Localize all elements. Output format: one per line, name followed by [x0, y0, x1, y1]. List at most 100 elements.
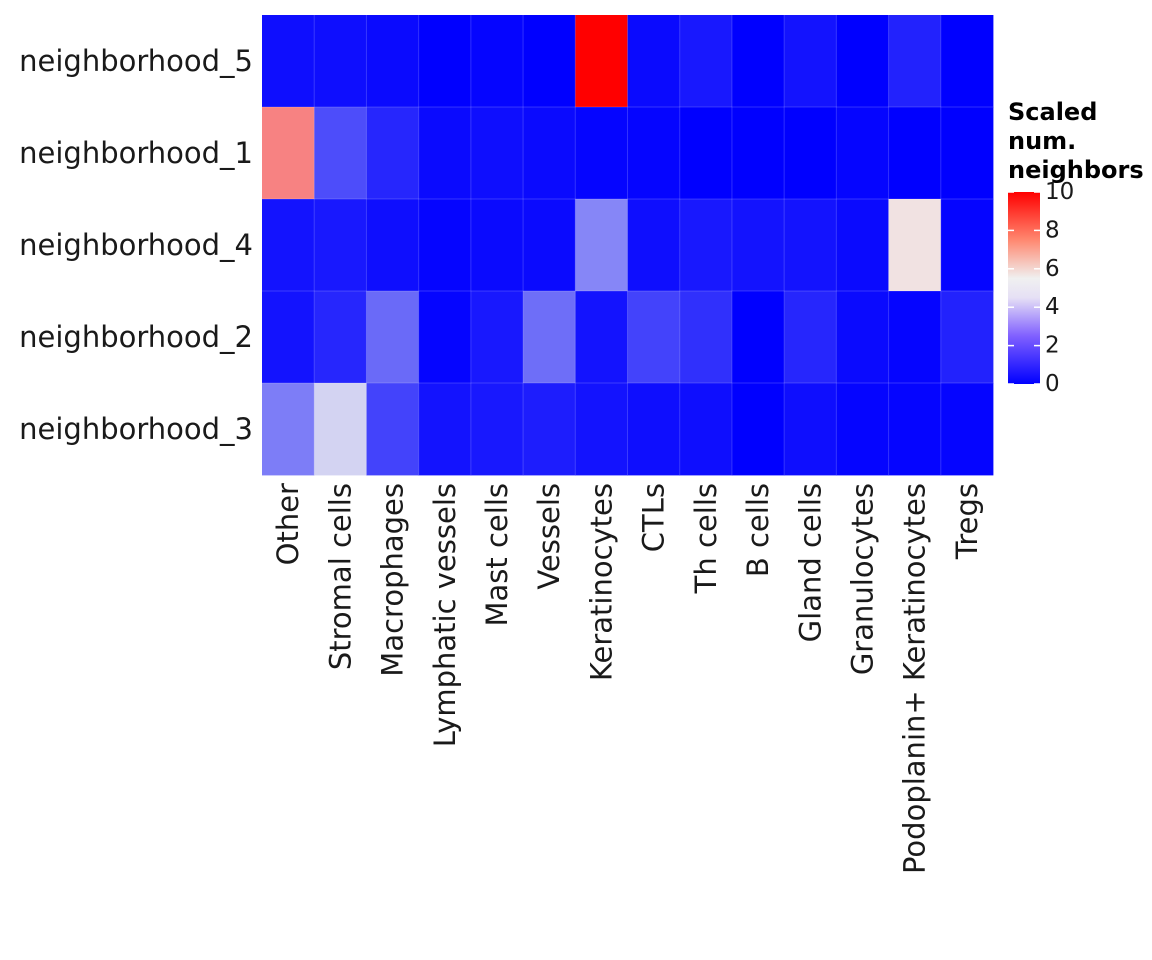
heatmap-cell [679, 383, 733, 476]
legend-tick-label: 0 [1045, 371, 1060, 397]
heatmap-cell [262, 291, 315, 384]
heatmap-cell [314, 199, 367, 292]
legend-title-line-3: neighbors [1008, 156, 1144, 184]
heatmap-cell [627, 15, 681, 108]
heatmap-cell [679, 107, 733, 200]
heatmap-cell [784, 107, 837, 200]
heatmap-cells [262, 15, 994, 476]
legend-tick-label: 6 [1045, 256, 1060, 282]
heatmap-cell [940, 15, 994, 108]
heatmap-cell [836, 199, 889, 292]
legend-title-line-2: num. [1008, 127, 1076, 155]
heatmap-cell [836, 15, 889, 108]
heatmap-cell [836, 383, 889, 476]
heatmap-cell [523, 383, 576, 476]
heatmap-cell [627, 291, 681, 384]
row-label: neighborhood_5 [19, 44, 253, 78]
column-labels: Other Stromal cells Macrophages Lymphatic v… [271, 483, 984, 874]
heatmap-cell [940, 291, 994, 384]
heatmap-cell [888, 15, 942, 108]
legend-tick-label: 10 [1045, 179, 1074, 205]
row-label: neighborhood_4 [19, 228, 253, 262]
legend-tick-label: 2 [1045, 333, 1060, 359]
heatmap-cell [523, 15, 576, 108]
heatmap-cell [366, 383, 420, 476]
heatmap-cell [784, 383, 837, 476]
heatmap-cell [262, 199, 315, 292]
heatmap-cell [731, 15, 785, 108]
heatmap-cell [575, 199, 628, 292]
column-label: Gland cells [793, 483, 827, 642]
heatmap-cell [418, 199, 472, 292]
heatmap-cell [470, 15, 524, 108]
heatmap-cell [523, 291, 576, 384]
column-label: Macrophages [376, 483, 410, 677]
heatmap-cell [366, 107, 420, 200]
legend-title-line-1: Scaled [1008, 98, 1097, 126]
legend-tick-label: 4 [1045, 294, 1060, 320]
heatmap-cell [314, 107, 367, 200]
heatmap-cell [731, 383, 785, 476]
heatmap-cell [679, 199, 733, 292]
row-label: neighborhood_2 [19, 320, 253, 354]
column-label: B cells [741, 483, 775, 577]
heatmap-cell [627, 107, 681, 200]
heatmap-cell [888, 199, 942, 292]
heatmap-cell [418, 291, 472, 384]
heatmap-cell [575, 291, 628, 384]
column-label: CTLs [637, 483, 671, 552]
column-label: Podoplanin+ Keratinocytes [898, 483, 932, 874]
heatmap-cell [888, 107, 942, 200]
heatmap-cell [627, 199, 681, 292]
heatmap-cell [314, 291, 367, 384]
column-label: Keratinocytes [584, 483, 618, 681]
column-label: Vessels [532, 483, 566, 590]
heatmap-cell [470, 199, 524, 292]
heatmap-cell [627, 383, 681, 476]
column-label: Tregs [950, 483, 984, 560]
heatmap-cell [940, 107, 994, 200]
heatmap-cell [418, 107, 472, 200]
heatmap-cell [470, 107, 524, 200]
heatmap-cell [731, 107, 785, 200]
heatmap-cell [836, 107, 889, 200]
column-label: Stromal cells [323, 483, 357, 670]
heatmap-cell [366, 199, 420, 292]
legend: Scaled num. neighbors 10 8 6 4 2 0 [1008, 98, 1144, 397]
column-label: Mast cells [480, 483, 514, 627]
row-label: neighborhood_1 [19, 136, 253, 170]
heatmap-cell [888, 291, 942, 384]
heatmap-cell [262, 15, 315, 108]
heatmap-cell [888, 383, 942, 476]
heatmap-cell [679, 15, 733, 108]
column-label: Other [271, 483, 305, 565]
legend-colorbar [1008, 192, 1040, 384]
legend-ticks: 10 8 6 4 2 0 [1008, 179, 1074, 397]
heatmap-cell [366, 15, 420, 108]
heatmap-cell [418, 15, 472, 108]
heatmap-cell [679, 291, 733, 384]
heatmap-cell [731, 291, 785, 384]
heatmap-cell [836, 291, 889, 384]
heatmap-cell [784, 15, 837, 108]
heatmap-cell [575, 107, 628, 200]
heatmap-cell [418, 383, 472, 476]
heatmap-cell [523, 107, 576, 200]
row-labels: neighborhood_5 neighborhood_1 neighborhood… [19, 44, 253, 446]
heatmap-cell [470, 291, 524, 384]
heatmap-cell [940, 199, 994, 292]
heatmap-cell [262, 107, 315, 200]
column-label: Lymphatic vessels [428, 483, 462, 747]
heatmap-cell [366, 291, 420, 384]
heatmap-cell [314, 383, 367, 476]
heatmap-cell [575, 383, 628, 476]
column-label: Granulocytes [845, 483, 879, 675]
heatmap-cell [731, 199, 785, 292]
legend-tick-label: 8 [1045, 217, 1060, 243]
row-label: neighborhood_3 [19, 412, 253, 446]
heatmap-cell [314, 15, 367, 108]
heatmap-cell [575, 15, 628, 108]
heatmap-cell [470, 383, 524, 476]
column-label: Th cells [689, 483, 723, 594]
